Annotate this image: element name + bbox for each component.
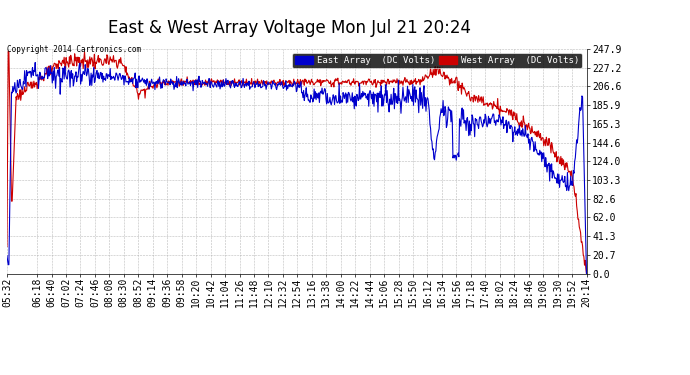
Text: Copyright 2014 Cartronics.com: Copyright 2014 Cartronics.com xyxy=(7,45,141,54)
Legend: East Array  (DC Volts), West Array  (DC Volts): East Array (DC Volts), West Array (DC Vo… xyxy=(293,53,582,68)
Text: East & West Array Voltage Mon Jul 21 20:24: East & West Array Voltage Mon Jul 21 20:… xyxy=(108,19,471,37)
